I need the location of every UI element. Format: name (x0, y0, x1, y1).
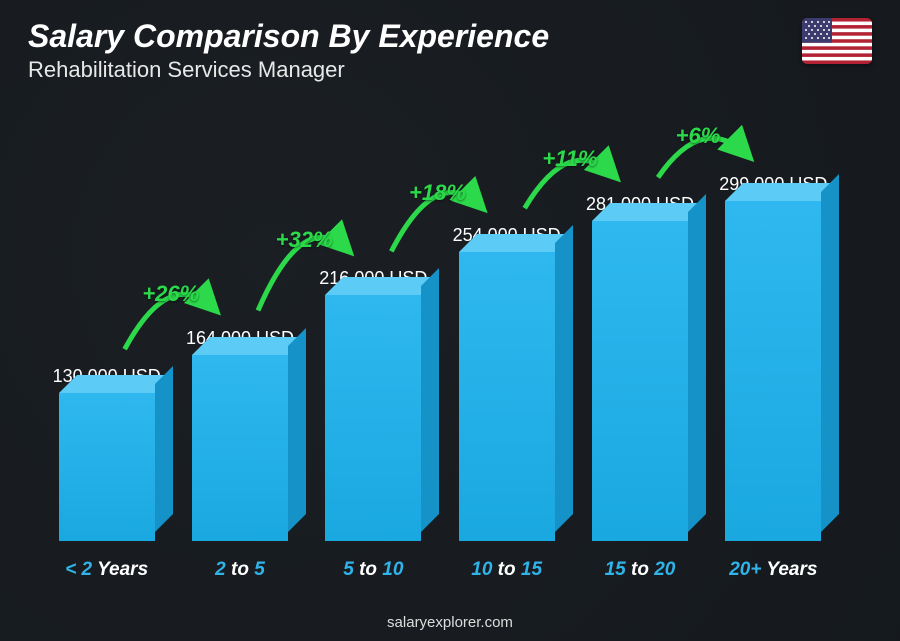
growth-label: +18% (409, 180, 466, 206)
x-label: < 2 Years (40, 559, 173, 581)
growth-label: +32% (276, 227, 333, 253)
flag-icon (802, 18, 872, 64)
bar (459, 252, 555, 541)
bar-wrap: 299,000 USD (707, 100, 840, 541)
bars-container: 130,000 USD 164,000 USD 216,000 USD 254,… (40, 100, 840, 541)
growth-label: +11% (542, 146, 597, 172)
growth-label: +26% (142, 281, 199, 307)
footer-text: salaryexplorer.com (0, 614, 900, 631)
x-label: 10 to 15 (440, 559, 573, 581)
x-label: 15 to 20 (573, 559, 706, 581)
bar (192, 355, 288, 541)
title-block: Salary Comparison By Experience Rehabili… (28, 18, 549, 83)
x-label: 5 to 10 (307, 559, 440, 581)
x-label: 2 to 5 (173, 559, 306, 581)
bar-wrap: 130,000 USD (40, 100, 173, 541)
bar (59, 393, 155, 541)
x-labels: < 2 Years2 to 55 to 1010 to 1515 to 2020… (40, 559, 840, 581)
x-label: 20+ Years (707, 559, 840, 581)
bar-wrap: 216,000 USD (307, 100, 440, 541)
bar (592, 221, 688, 541)
bar (725, 201, 821, 541)
chart-area: 130,000 USD 164,000 USD 216,000 USD 254,… (40, 100, 840, 581)
header: Salary Comparison By Experience Rehabili… (28, 18, 872, 83)
growth-label: +6% (676, 123, 721, 149)
page-title: Salary Comparison By Experience (28, 18, 549, 55)
bar-wrap: 164,000 USD (173, 100, 306, 541)
page-subtitle: Rehabilitation Services Manager (28, 57, 549, 83)
bar (325, 295, 421, 541)
